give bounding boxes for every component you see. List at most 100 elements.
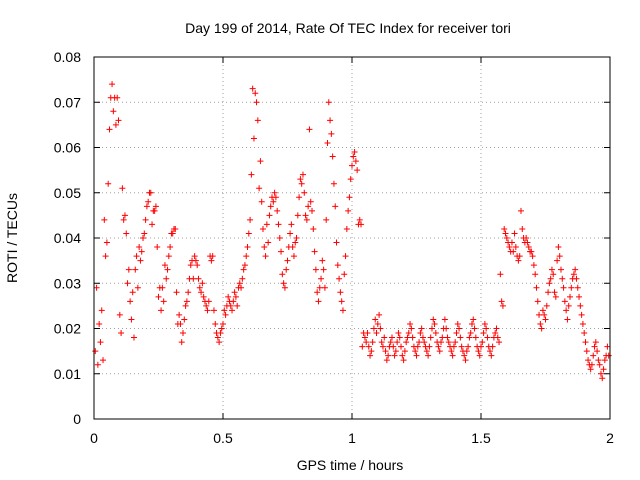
data-point xyxy=(367,352,374,359)
data-point xyxy=(450,343,457,350)
data-point xyxy=(259,225,266,232)
data-point xyxy=(316,284,323,291)
data-point xyxy=(556,253,563,260)
data-point xyxy=(452,339,459,346)
data-point xyxy=(319,257,326,264)
data-point xyxy=(143,203,150,210)
data-point xyxy=(302,212,309,219)
data-point xyxy=(538,325,545,332)
data-point xyxy=(454,320,461,327)
data-point xyxy=(481,320,488,327)
data-point xyxy=(240,266,247,273)
data-point xyxy=(160,298,167,305)
data-point xyxy=(96,320,103,327)
data-point xyxy=(561,298,568,305)
data-point xyxy=(336,275,343,282)
data-point xyxy=(572,266,579,273)
data-point xyxy=(239,275,246,282)
data-point xyxy=(217,330,224,337)
data-point xyxy=(392,348,399,355)
data-point xyxy=(496,339,503,346)
data-point xyxy=(323,216,330,223)
data-point xyxy=(205,298,212,305)
data-point xyxy=(590,352,597,359)
data-point xyxy=(401,348,408,355)
data-point xyxy=(173,289,180,296)
data-point xyxy=(244,244,251,251)
data-point xyxy=(394,339,401,346)
data-point xyxy=(408,325,415,332)
data-point xyxy=(548,266,555,273)
data-point xyxy=(385,352,392,359)
data-point xyxy=(283,266,290,273)
data-point xyxy=(493,325,500,332)
x-axis-label: GPS time / hours xyxy=(297,457,404,473)
data-point xyxy=(388,334,395,341)
data-point xyxy=(172,225,179,232)
data-point xyxy=(281,284,288,291)
data-point xyxy=(427,334,434,341)
data-point xyxy=(194,262,201,269)
data-point xyxy=(506,244,513,251)
data-point xyxy=(576,293,583,300)
data-point xyxy=(294,212,301,219)
data-point xyxy=(212,320,219,327)
data-point xyxy=(458,343,465,350)
data-point xyxy=(444,334,451,341)
data-point xyxy=(275,221,282,228)
data-point xyxy=(517,207,524,214)
data-point xyxy=(254,117,261,124)
data-point xyxy=(596,361,603,368)
data-point xyxy=(560,284,567,291)
data-point xyxy=(292,239,299,246)
y-tick-label: 0 xyxy=(73,411,81,427)
data-point xyxy=(105,180,112,187)
data-point xyxy=(279,271,286,278)
data-point xyxy=(432,330,439,337)
data-point xyxy=(178,339,185,346)
data-point xyxy=(555,244,562,251)
x-tick-label: 2 xyxy=(606,430,614,446)
data-point xyxy=(516,253,523,260)
data-point xyxy=(418,325,425,332)
data-point xyxy=(396,334,403,341)
data-point xyxy=(501,225,508,232)
data-point xyxy=(270,198,277,205)
data-point xyxy=(334,262,341,269)
data-point xyxy=(345,207,352,214)
data-point xyxy=(127,298,134,305)
data-point xyxy=(342,253,349,260)
data-point xyxy=(98,307,105,314)
data-point xyxy=(419,334,426,341)
data-point xyxy=(262,253,269,260)
data-point xyxy=(448,348,455,355)
data-point xyxy=(579,320,586,327)
data-point xyxy=(343,225,350,232)
data-point xyxy=(346,194,353,201)
data-point xyxy=(92,348,99,355)
data-point xyxy=(354,167,361,174)
y-tick-label: 0.06 xyxy=(54,140,81,156)
tick-labels: 0 0.5 1 1.5 2 0 0.01 0.02 0.03 0.04 0.05 0.06 0.07 0.… xyxy=(54,49,614,446)
data-point xyxy=(257,158,264,165)
data-point xyxy=(327,117,334,124)
data-point xyxy=(115,117,122,124)
data-point xyxy=(365,343,372,350)
data-point xyxy=(573,275,580,282)
data-point xyxy=(100,357,107,364)
data-point xyxy=(428,325,435,332)
data-point xyxy=(195,275,202,282)
x-tick-label: 1.5 xyxy=(471,430,491,446)
data-point xyxy=(574,284,581,291)
data-point xyxy=(488,352,495,359)
data-point xyxy=(426,343,433,350)
data-point xyxy=(114,94,121,101)
data-point xyxy=(359,343,366,350)
data-point xyxy=(267,203,274,210)
data-point xyxy=(497,271,504,278)
data-point xyxy=(272,194,279,201)
data-point xyxy=(314,289,321,296)
data-point xyxy=(216,339,223,346)
data-point xyxy=(465,343,472,350)
